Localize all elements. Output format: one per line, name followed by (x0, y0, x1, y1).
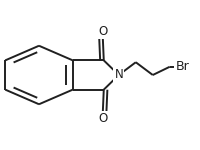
Text: N: N (114, 69, 123, 81)
Text: O: O (98, 112, 107, 125)
Text: Br: Br (175, 60, 189, 73)
Text: O: O (98, 25, 107, 38)
